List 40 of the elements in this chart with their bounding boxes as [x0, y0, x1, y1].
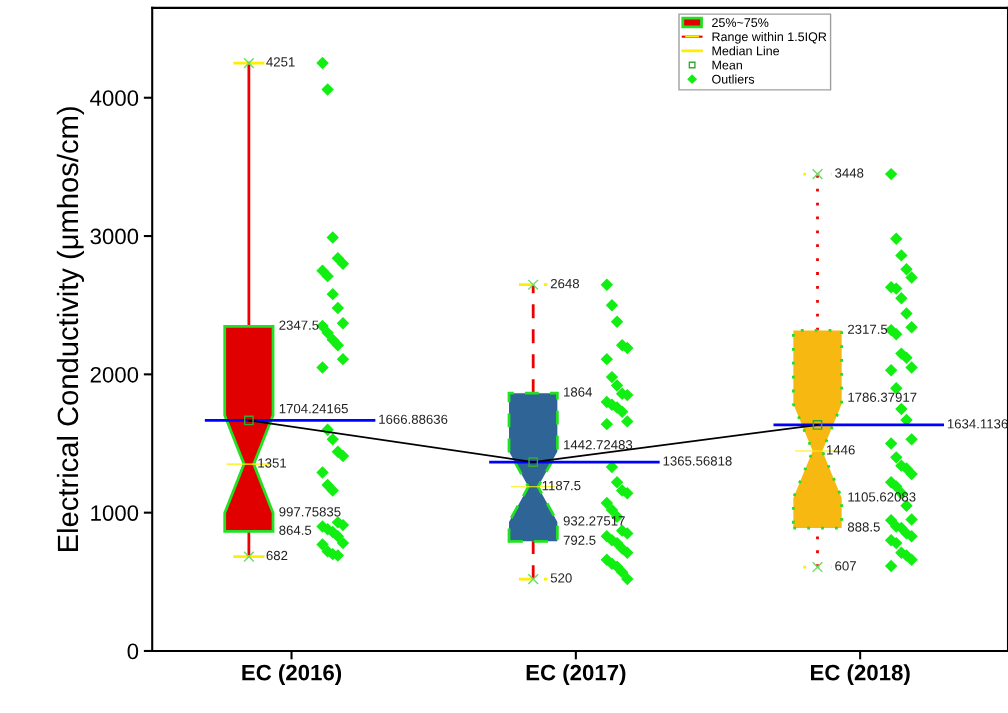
- annotation: 607: [835, 561, 856, 571]
- annotation: 4251: [266, 57, 295, 67]
- y-axis-title: Electrical Conductivity (μmhos/cm): [56, 107, 85, 551]
- annotation: 1187.5: [542, 480, 581, 491]
- annotation: 2648: [550, 278, 580, 289]
- x-tick-label: EC (2017): [526, 664, 626, 685]
- point: [244, 415, 254, 426]
- annotation: 1864: [564, 387, 593, 397]
- y-tick-label: 2000: [90, 366, 139, 383]
- x-tick-label: EC (2018): [811, 664, 910, 685]
- annotation: Median Line: [712, 46, 780, 56]
- annotation: 1105.62083: [848, 492, 916, 502]
- annotation: 682: [266, 550, 288, 561]
- annotation: 3448: [835, 168, 864, 178]
- annotation: 792.5: [563, 535, 596, 545]
- annotation: 2317.5: [848, 324, 888, 334]
- annotation: 864.5: [279, 525, 312, 535]
- annotation: 520: [550, 573, 572, 583]
- annotation: 1704.24165: [279, 403, 348, 414]
- annotation: Range within 1.5IQR: [712, 32, 827, 44]
- annotation: 1666.88636: [379, 414, 448, 424]
- legend-label: 25%~75%: [712, 18, 769, 28]
- annotation: 1786.37917: [848, 392, 917, 402]
- point: [812, 420, 823, 430]
- annotation: 1351: [258, 458, 287, 468]
- point: [528, 457, 539, 467]
- legend-label: Outliers: [712, 74, 755, 84]
- annotation: 888.5: [847, 522, 880, 532]
- y-tick-label: 0: [127, 643, 139, 660]
- y-tick-label: 4000: [90, 90, 139, 107]
- annotation: 1365.56818: [663, 456, 732, 466]
- annotation: 1446: [826, 445, 855, 455]
- annotation: 997.75835: [279, 507, 341, 517]
- y-tick-label: 1000: [91, 505, 139, 521]
- annotation: 2347.5: [279, 320, 319, 330]
- legend-label: Mean: [712, 60, 742, 70]
- annotation: 932.27517: [563, 516, 625, 526]
- annotation: 1442.72483: [564, 440, 633, 450]
- x-tick-label: EC (2016): [242, 664, 342, 685]
- y-tick-label: 3000: [90, 228, 139, 245]
